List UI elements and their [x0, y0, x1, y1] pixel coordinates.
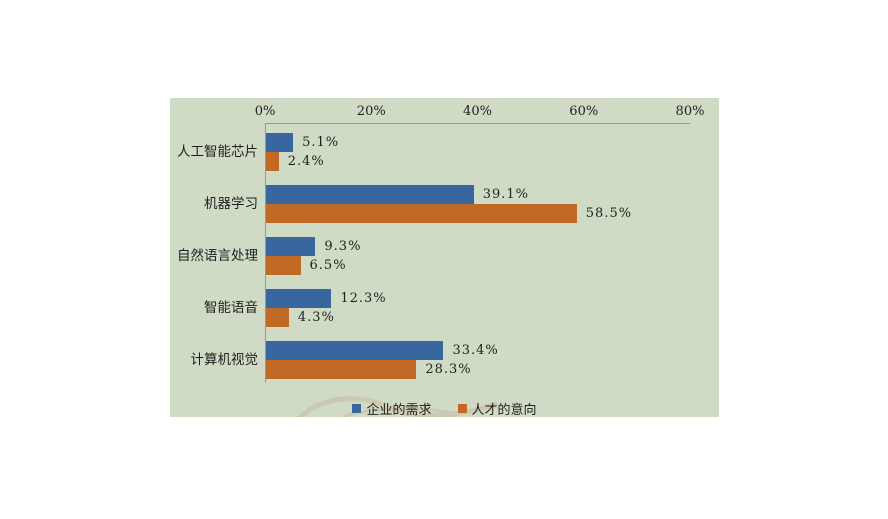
category-label: 计算机视觉 — [190, 352, 259, 368]
legend-label: 企业的需求 — [366, 403, 432, 417]
bar-value-label: 58.5% — [585, 206, 633, 221]
x-axis-tick-label: 80% — [675, 104, 705, 119]
legend-item-series2: 人才的意向 — [457, 399, 537, 417]
bar-series1 — [266, 133, 294, 152]
bar-value-label: 6.5% — [309, 258, 347, 273]
category-label: 智能语音 — [204, 300, 258, 316]
bar-value-label: 2.4% — [287, 154, 325, 169]
bar-value-label: 12.3% — [340, 291, 387, 306]
legend-label: 人才的意向 — [471, 403, 537, 417]
legend-item-series1: 企业的需求 — [352, 399, 432, 417]
bar-series2 — [266, 308, 289, 327]
bar-value-label: 5.1% — [302, 135, 340, 150]
bar-series2 — [266, 152, 279, 171]
category-label: 人工智能芯片 — [177, 144, 258, 160]
chart-panel: 0% 20% 40% 60% 80% 人工智能芯片 5.1% 2.4% 机器学习 39.1% 58.… — [170, 98, 719, 417]
x-axis-tick-label: 0% — [254, 104, 276, 119]
y-axis-line — [265, 123, 266, 383]
bar-series2 — [266, 360, 417, 379]
bar-value-label: 33.4% — [452, 343, 499, 358]
bar-series1 — [266, 289, 332, 308]
x-axis-tick-label: 20% — [356, 104, 386, 119]
legend-swatch-icon — [457, 404, 467, 413]
category-label: 机器学习 — [204, 196, 258, 212]
bar-value-label: 9.3% — [324, 239, 362, 254]
bar-value-label: 28.3% — [425, 362, 472, 377]
x-axis-line — [265, 123, 690, 124]
bar-value-label: 39.1% — [482, 187, 530, 202]
bar-series2 — [266, 204, 577, 223]
bar-series1 — [266, 185, 474, 204]
category-label: 自然语言处理 — [177, 248, 258, 264]
legend-swatch-icon — [352, 404, 362, 413]
bar-series2 — [266, 256, 301, 275]
legend: 企业的需求 人才的意向 — [170, 399, 719, 417]
x-axis-tick-label: 60% — [569, 104, 599, 119]
x-axis-tick-label: 40% — [463, 104, 492, 119]
bar-series1 — [266, 237, 316, 256]
bar-series1 — [266, 341, 444, 360]
bar-value-label: 4.3% — [297, 310, 335, 325]
